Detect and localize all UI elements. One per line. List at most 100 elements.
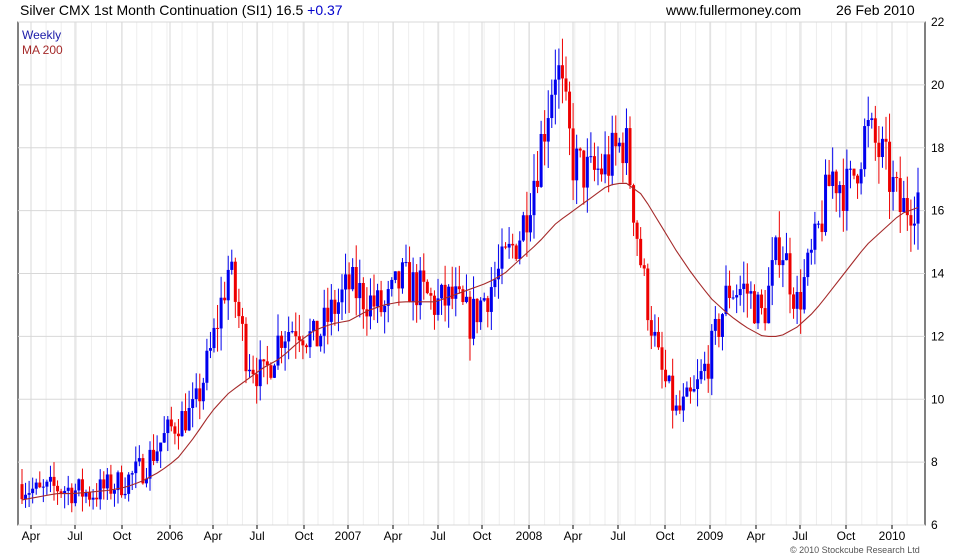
candle-body <box>45 481 49 487</box>
candle-body <box>628 128 632 186</box>
candle-body <box>528 215 532 233</box>
x-tick-label: Jul <box>249 529 264 543</box>
candle-body <box>70 487 74 504</box>
candle-body <box>134 461 138 474</box>
site-url[interactable]: www.fullermoney.com <box>666 2 802 18</box>
candle-body <box>905 198 909 216</box>
candle-body <box>383 305 387 313</box>
candle-body <box>909 215 913 226</box>
x-tick-label: 2006 <box>157 529 184 543</box>
candle-body <box>358 282 362 299</box>
candle-body <box>102 479 106 489</box>
candle-body <box>912 223 916 226</box>
candle-body <box>873 118 877 143</box>
candle-body <box>532 180 536 216</box>
candle-body <box>432 295 436 315</box>
candle-body <box>144 478 148 484</box>
candle-body <box>159 442 163 452</box>
candle-body <box>443 284 447 306</box>
candle-body <box>514 245 518 259</box>
candle-body <box>760 294 764 309</box>
candle-body <box>319 335 323 347</box>
candle-body <box>169 419 173 427</box>
x-tick-label: Jul <box>792 529 807 543</box>
candle-body <box>84 492 88 497</box>
candle-body <box>176 433 180 437</box>
candle-body <box>841 185 845 211</box>
x-tick-label: Oct <box>295 529 314 543</box>
candle-body <box>194 388 198 400</box>
x-tick-label: 2007 <box>335 529 362 543</box>
candle-body <box>656 331 660 348</box>
candle-body <box>56 485 60 492</box>
candle-body <box>329 299 333 322</box>
candle-body <box>784 253 788 261</box>
x-tick-label: Apr <box>384 529 403 543</box>
x-tick-label: Apr <box>22 529 41 543</box>
candle-body <box>859 169 863 184</box>
candle-body <box>440 284 444 299</box>
candle-body <box>450 286 454 299</box>
candle-body <box>649 320 653 336</box>
candle-body <box>568 91 572 129</box>
candle-body <box>461 289 465 303</box>
candle-body <box>137 458 141 462</box>
candle-body <box>543 133 547 142</box>
candle-body <box>336 302 340 314</box>
candle-body <box>173 426 177 434</box>
candle-body <box>48 476 52 482</box>
candle-body <box>322 307 326 336</box>
candle-body <box>482 298 486 301</box>
candle-body <box>500 246 504 269</box>
candle-body <box>479 300 483 323</box>
candle-body <box>88 492 92 500</box>
candle-body <box>738 289 742 296</box>
candle-body <box>731 297 735 299</box>
candle-body <box>351 267 355 290</box>
candle-body <box>333 299 337 314</box>
candle-body <box>706 363 710 379</box>
candle-body <box>539 133 543 187</box>
ma-200-line <box>21 182 919 501</box>
candle-body <box>603 154 607 175</box>
candle-body <box>713 318 717 331</box>
candle-body <box>486 298 490 312</box>
candle-body <box>205 350 209 383</box>
candle-body <box>856 175 860 184</box>
candle-body <box>425 281 429 294</box>
candle-body <box>703 363 707 372</box>
candle-body <box>575 148 579 181</box>
candle-body <box>496 268 500 280</box>
y-tick-label: 20 <box>931 78 945 92</box>
candle-body <box>109 474 113 494</box>
candle-body <box>653 331 657 336</box>
candle-body <box>41 486 45 488</box>
candle-body <box>848 168 852 170</box>
candle-body <box>724 285 728 315</box>
candle-body <box>880 138 884 158</box>
candle-body <box>418 270 422 306</box>
candle-body <box>248 369 252 372</box>
candle-body <box>831 171 835 187</box>
candle-body <box>578 148 582 151</box>
candle-body <box>863 126 867 170</box>
candle-body <box>866 120 870 127</box>
candle-body <box>226 269 230 301</box>
candle-body <box>386 289 390 306</box>
candle-body <box>592 156 596 170</box>
x-tick-label: 2009 <box>697 529 724 543</box>
candle-body <box>525 215 529 233</box>
candle-body <box>223 297 227 301</box>
candle-body <box>735 295 739 298</box>
candle-body <box>845 168 849 211</box>
candle-body <box>582 150 586 188</box>
candle-body <box>745 283 749 294</box>
candle-body <box>468 296 472 339</box>
candle-body <box>208 348 212 351</box>
candle-body <box>191 399 195 409</box>
x-tick-label: Oct <box>473 529 492 543</box>
candle-body <box>464 296 468 303</box>
candle-body <box>127 474 131 494</box>
candle-body <box>280 335 284 348</box>
candle-body <box>27 493 31 495</box>
